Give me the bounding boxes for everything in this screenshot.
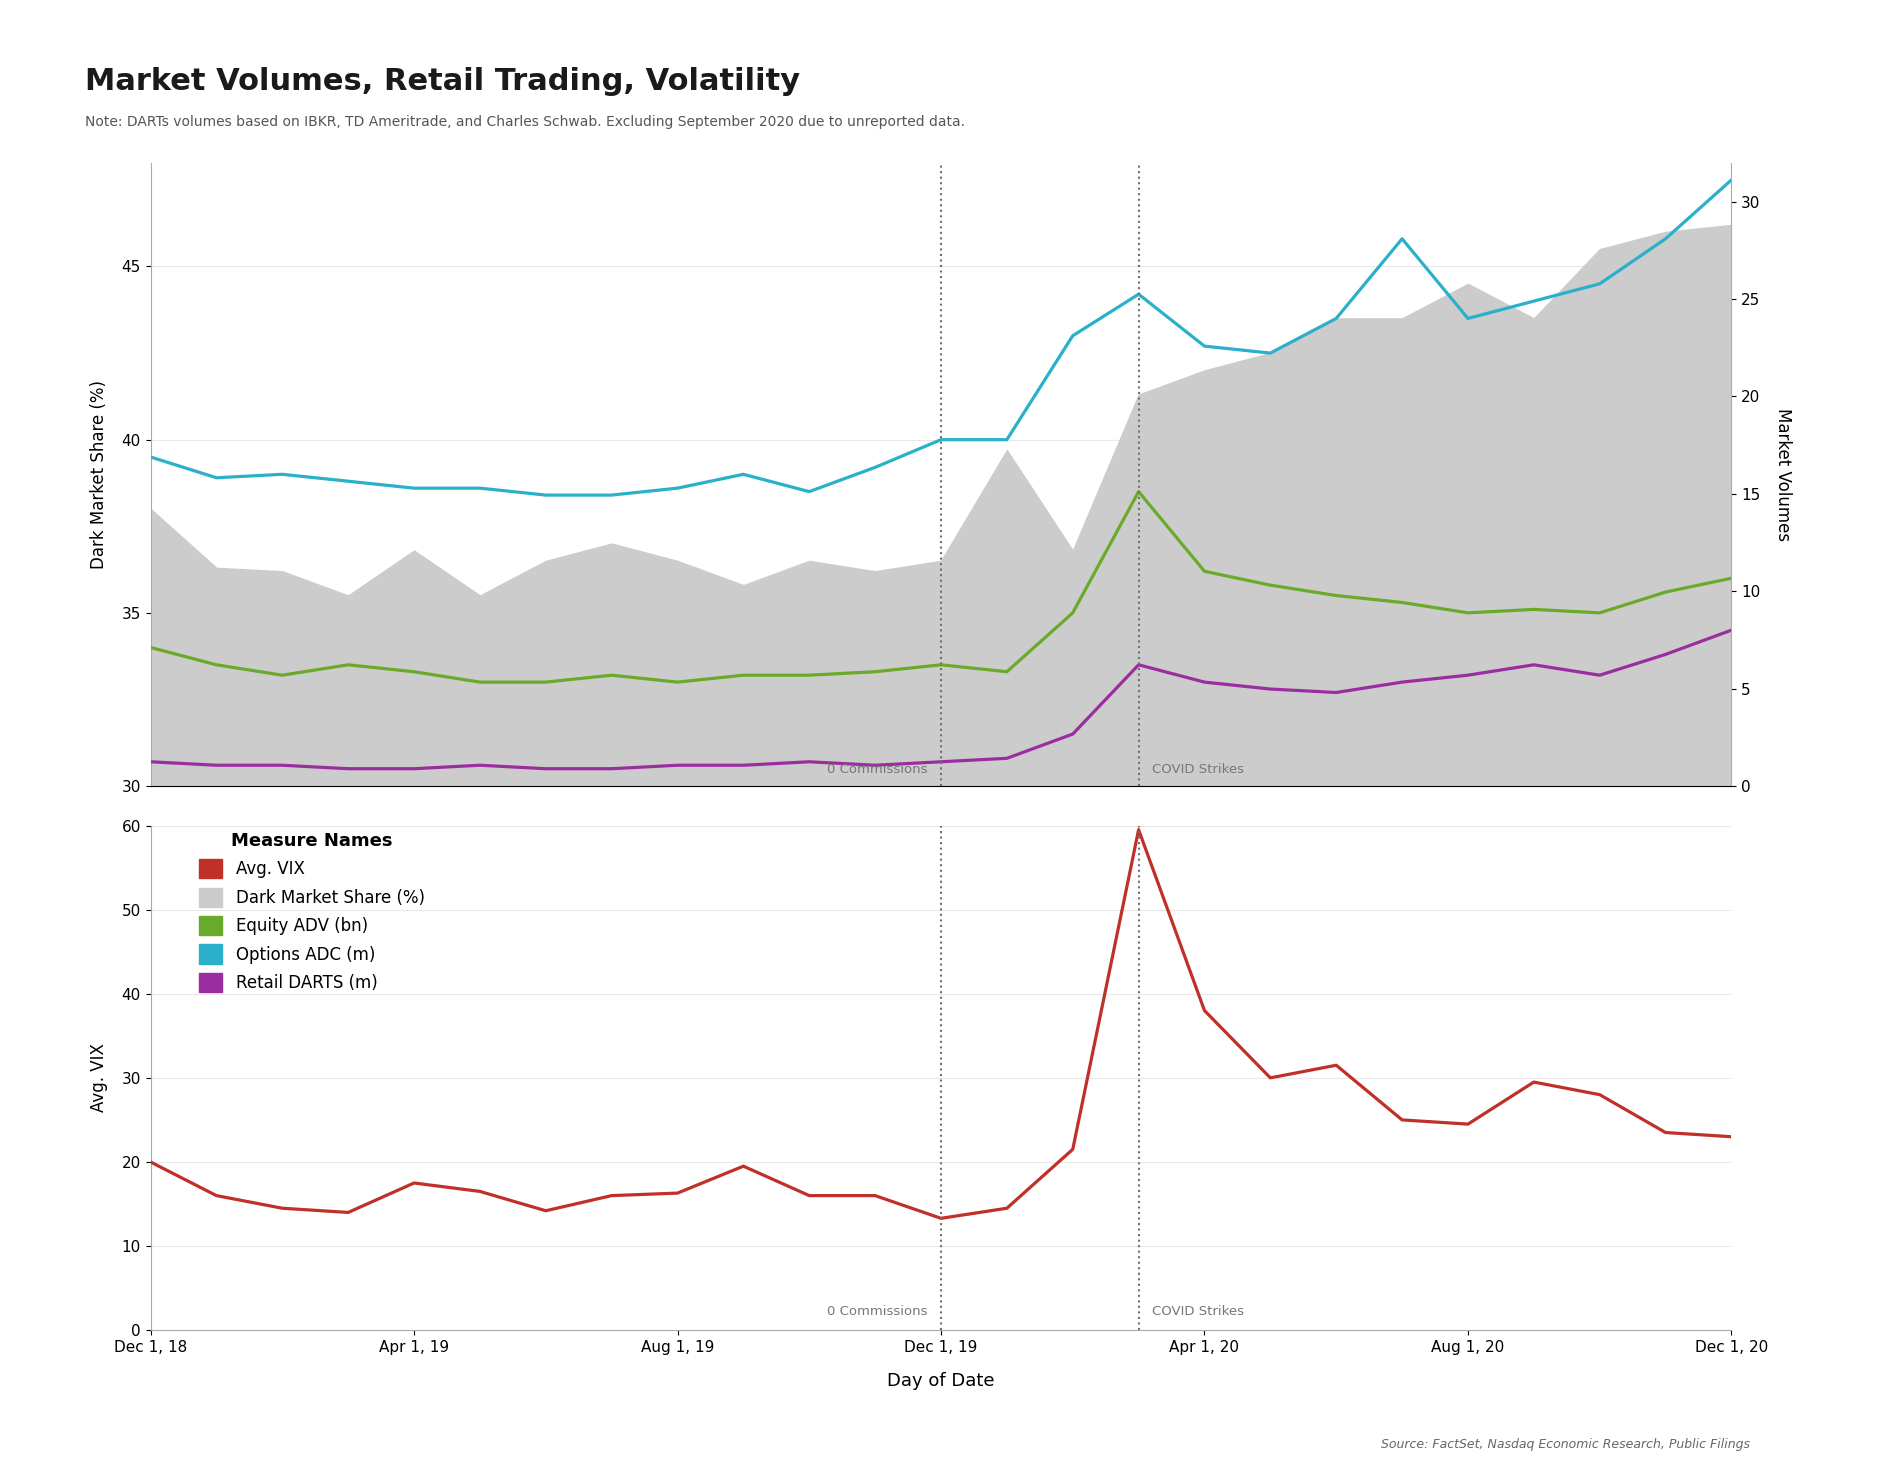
Text: Source: FactSet, Nasdaq Economic Research, Public Filings: Source: FactSet, Nasdaq Economic Researc… <box>1381 1438 1750 1451</box>
Y-axis label: Market Volumes: Market Volumes <box>1775 408 1792 541</box>
Legend: Avg. VIX, Dark Market Share (%), Equity ADV (bn), Options ADC (m), Retail DARTS : Avg. VIX, Dark Market Share (%), Equity … <box>190 823 433 1001</box>
Y-axis label: Dark Market Share (%): Dark Market Share (%) <box>90 380 107 569</box>
Y-axis label: Avg. VIX: Avg. VIX <box>90 1043 107 1113</box>
Text: COVID Strikes: COVID Strikes <box>1152 763 1244 776</box>
Text: Market Volumes, Retail Trading, Volatility: Market Volumes, Retail Trading, Volatili… <box>85 67 800 96</box>
X-axis label: Day of Date: Day of Date <box>886 1372 996 1389</box>
Text: Note: DARTs volumes based on IBKR, TD Ameritrade, and Charles Schwab. Excluding : Note: DARTs volumes based on IBKR, TD Am… <box>85 115 965 129</box>
Text: 0 Commissions: 0 Commissions <box>828 1305 928 1317</box>
Text: COVID Strikes: COVID Strikes <box>1152 1305 1244 1317</box>
Text: 0 Commissions: 0 Commissions <box>828 763 928 776</box>
